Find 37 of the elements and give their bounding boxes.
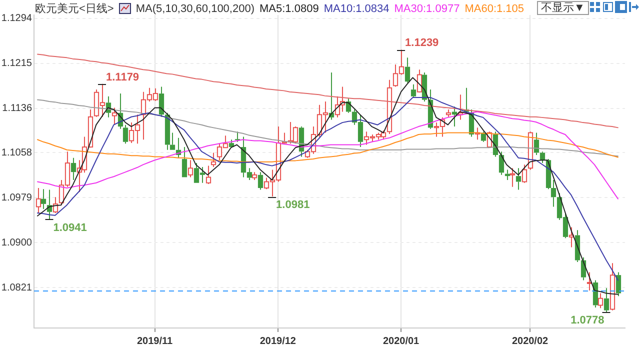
text: MA60:1.105 (464, 2, 524, 14)
x-tick-label: 2020/01 (382, 336, 420, 347)
y-tick-label: 1.1058 (1, 147, 32, 158)
x-tick-label: 2020/02 (512, 336, 549, 347)
candlestick (258, 172, 264, 190)
annotation: 1.0981 (276, 199, 310, 212)
annotation: 1.0941 (53, 222, 87, 234)
text: MA30:1.0977 (394, 2, 460, 14)
candlestick (550, 180, 556, 208)
candlestick (40, 188, 46, 210)
candlestick (182, 146, 188, 178)
candlestick (604, 288, 610, 313)
text: MA5:1.0809 (260, 2, 319, 14)
chart-title: 欧元美元<日线> (35, 2, 114, 16)
text: 不显示▼ (541, 2, 585, 14)
candlestick (170, 132, 176, 150)
candlestick (498, 151, 504, 176)
y-tick-label: 1.1294 (1, 13, 32, 24)
candlestick (70, 157, 76, 181)
annotation: 1.1239 (405, 37, 439, 50)
y-tick-label: 1.1136 (2, 103, 32, 114)
x-tick-label: 2019/11 (136, 336, 174, 347)
y-tick-label: 1.1215 (1, 58, 32, 70)
annotation: 1.0778 (570, 314, 604, 327)
candlestick (516, 168, 522, 190)
x-tick-label: 2019/12 (260, 336, 296, 347)
candlestick (534, 132, 540, 156)
y-tick-label: 1.0821 (1, 282, 32, 294)
candlestick (158, 86, 164, 118)
candlestick (404, 57, 410, 84)
chart-subtitle: MA(5,10,30,60,100,200) (136, 2, 254, 14)
candlestick (234, 131, 240, 142)
text: MA10:1.0834 (324, 2, 390, 14)
annotation: 1.1179 (106, 71, 140, 84)
y-tick-label: 1.0979 (1, 192, 32, 204)
candlestick (452, 106, 458, 128)
y-tick-label: 1.0900 (1, 237, 32, 248)
